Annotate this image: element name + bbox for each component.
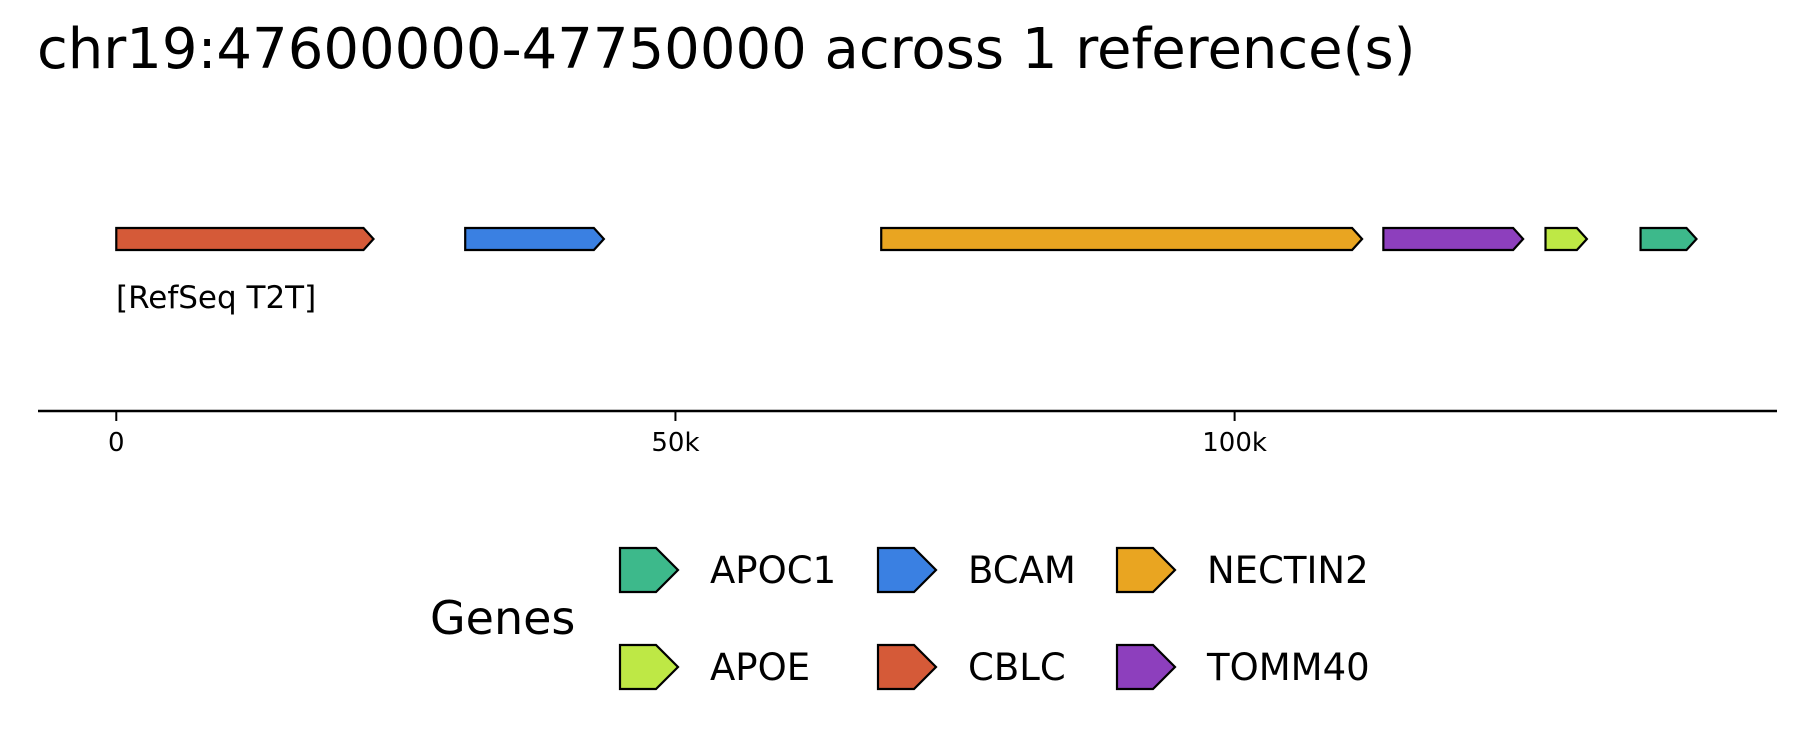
legend-key-nectin2 xyxy=(1115,546,1177,594)
gene-arrow-bcam xyxy=(464,226,606,252)
gene-arrow-tomm40 xyxy=(1382,226,1525,252)
legend-key-tomm40 xyxy=(1115,643,1177,691)
legend-label-tomm40: TOMM40 xyxy=(1206,646,1370,689)
gene-arrow-apoe xyxy=(1544,226,1589,252)
legend-key-apoc1 xyxy=(618,546,680,594)
legend-label-apoc1: APOC1 xyxy=(710,549,836,592)
legend-label-bcam: BCAM xyxy=(968,549,1076,592)
legend-key-cblc xyxy=(876,643,938,691)
legend-label-apoe: APOE xyxy=(710,646,810,689)
legend-key-apoe xyxy=(618,643,680,691)
x-tick-label: 0 xyxy=(108,428,125,458)
legend-label-nectin2: NECTIN2 xyxy=(1207,549,1369,592)
gene-arrows xyxy=(115,226,1698,252)
x-tick-label: 50k xyxy=(651,428,699,458)
chart-title: chr19:47600000-47750000 across 1 referen… xyxy=(37,17,1416,82)
gene-arrow-nectin2 xyxy=(880,226,1364,252)
track-label: [RefSeq T2T] xyxy=(116,280,316,316)
legend-title: Genes xyxy=(430,591,575,645)
legend-label-cblc: CBLC xyxy=(968,646,1066,689)
gene-arrow-apoc1 xyxy=(1639,226,1698,252)
legend: APOC1 APOE BCAM CBLC NECTIN2 TOMM40 xyxy=(618,546,1370,691)
x-axis-ticks: 0 50k 100k xyxy=(108,411,1267,458)
gene-arrow-cblc xyxy=(115,226,375,252)
x-tick-label: 100k xyxy=(1202,428,1267,458)
legend-key-bcam xyxy=(876,546,938,594)
